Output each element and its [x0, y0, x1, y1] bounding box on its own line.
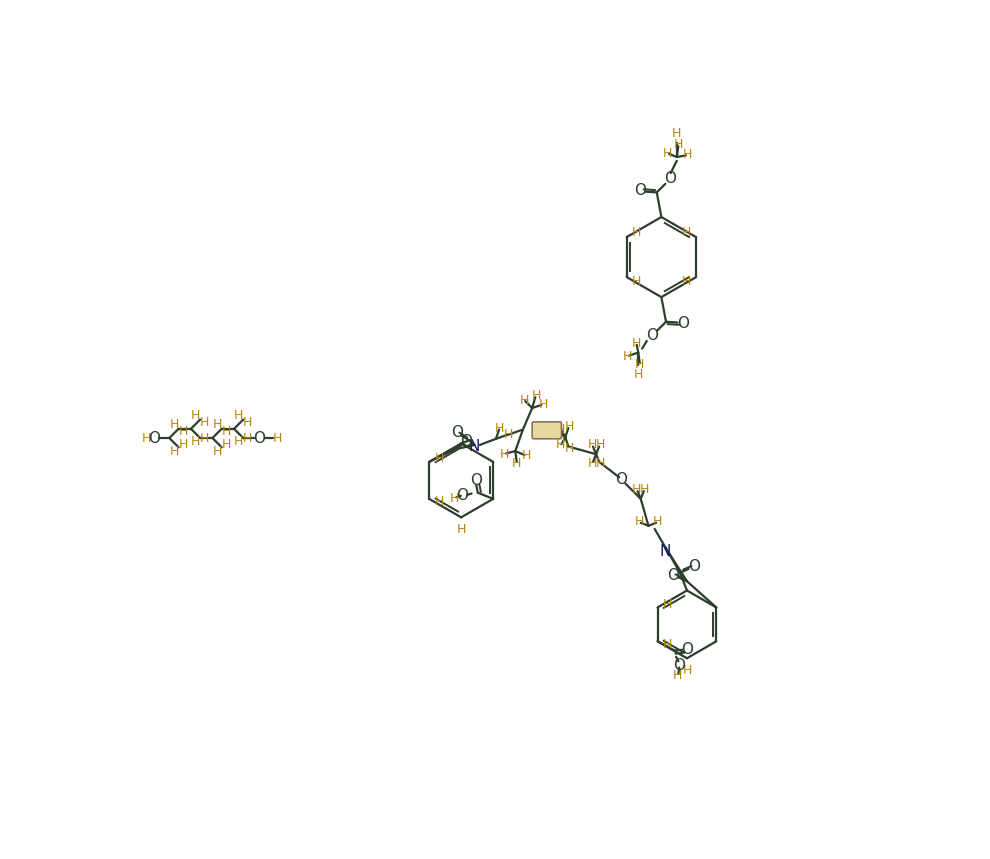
Text: O: O [677, 316, 689, 331]
Text: H: H [632, 275, 642, 289]
Text: H: H [653, 515, 662, 528]
Text: H: H [522, 449, 531, 462]
Text: O: O [667, 568, 679, 582]
Text: H: H [234, 436, 244, 448]
Text: O: O [253, 430, 265, 446]
Text: H: H [500, 448, 509, 460]
Text: H: H [632, 226, 642, 239]
Text: H: H [564, 420, 574, 433]
Text: O: O [688, 559, 700, 574]
Text: H: H [512, 457, 522, 470]
Text: O: O [634, 183, 645, 198]
Text: H: H [682, 664, 692, 677]
Text: O: O [451, 425, 463, 440]
Text: H: H [169, 418, 178, 431]
Text: O: O [148, 430, 160, 446]
Text: H: H [200, 416, 210, 430]
Text: H: H [633, 483, 642, 497]
Text: O: O [664, 171, 676, 186]
Text: Abs: Abs [537, 425, 557, 436]
Text: H: H [632, 337, 642, 350]
Text: H: H [663, 598, 672, 611]
Text: H: H [244, 431, 252, 444]
Text: H: H [681, 275, 691, 289]
FancyBboxPatch shape [533, 422, 561, 439]
Text: H: H [634, 368, 643, 381]
Text: O: O [615, 472, 627, 487]
Text: H: H [640, 483, 649, 497]
Text: H: H [623, 350, 633, 362]
Text: H: H [234, 409, 244, 423]
Text: N: N [659, 544, 671, 558]
Text: O: O [681, 642, 693, 656]
Text: H: H [532, 389, 541, 402]
Text: H: H [495, 422, 505, 435]
Text: H: H [564, 442, 574, 454]
Text: H: H [539, 398, 547, 411]
Text: H: H [520, 393, 530, 407]
Text: O: O [460, 435, 472, 449]
Text: H: H [635, 515, 644, 528]
Text: H: H [587, 457, 597, 470]
Text: H: H [556, 423, 565, 436]
Text: H: H [142, 431, 150, 444]
Text: H: H [504, 428, 513, 441]
Text: H: H [200, 431, 210, 444]
Text: H: H [636, 358, 644, 371]
Text: H: H [178, 438, 188, 451]
Text: H: H [213, 445, 222, 458]
Text: O: O [673, 659, 685, 673]
Text: H: H [435, 496, 444, 509]
Text: H: H [673, 138, 683, 151]
Text: O: O [646, 328, 658, 343]
Text: H: H [435, 453, 444, 466]
Text: O: O [456, 488, 468, 503]
Text: H: H [595, 438, 605, 452]
Text: H: H [681, 226, 691, 239]
Text: H: H [191, 436, 200, 448]
Text: H: H [556, 438, 565, 452]
Text: O: O [470, 473, 482, 488]
Text: H: H [456, 523, 466, 536]
Text: H: H [191, 409, 200, 423]
Text: H: H [222, 438, 231, 451]
Text: H: H [450, 491, 459, 504]
Text: N: N [468, 439, 480, 454]
Text: H: H [169, 445, 178, 458]
Text: H: H [595, 457, 605, 470]
Text: H: H [244, 416, 252, 430]
Text: H: H [673, 668, 682, 682]
Text: H: H [672, 127, 681, 140]
Text: H: H [222, 425, 231, 438]
Text: H: H [663, 638, 672, 651]
Text: H: H [272, 431, 282, 444]
Text: H: H [178, 425, 188, 438]
Text: H: H [683, 148, 692, 161]
Text: H: H [587, 438, 597, 452]
Text: H: H [663, 147, 672, 160]
Text: H: H [213, 418, 222, 431]
